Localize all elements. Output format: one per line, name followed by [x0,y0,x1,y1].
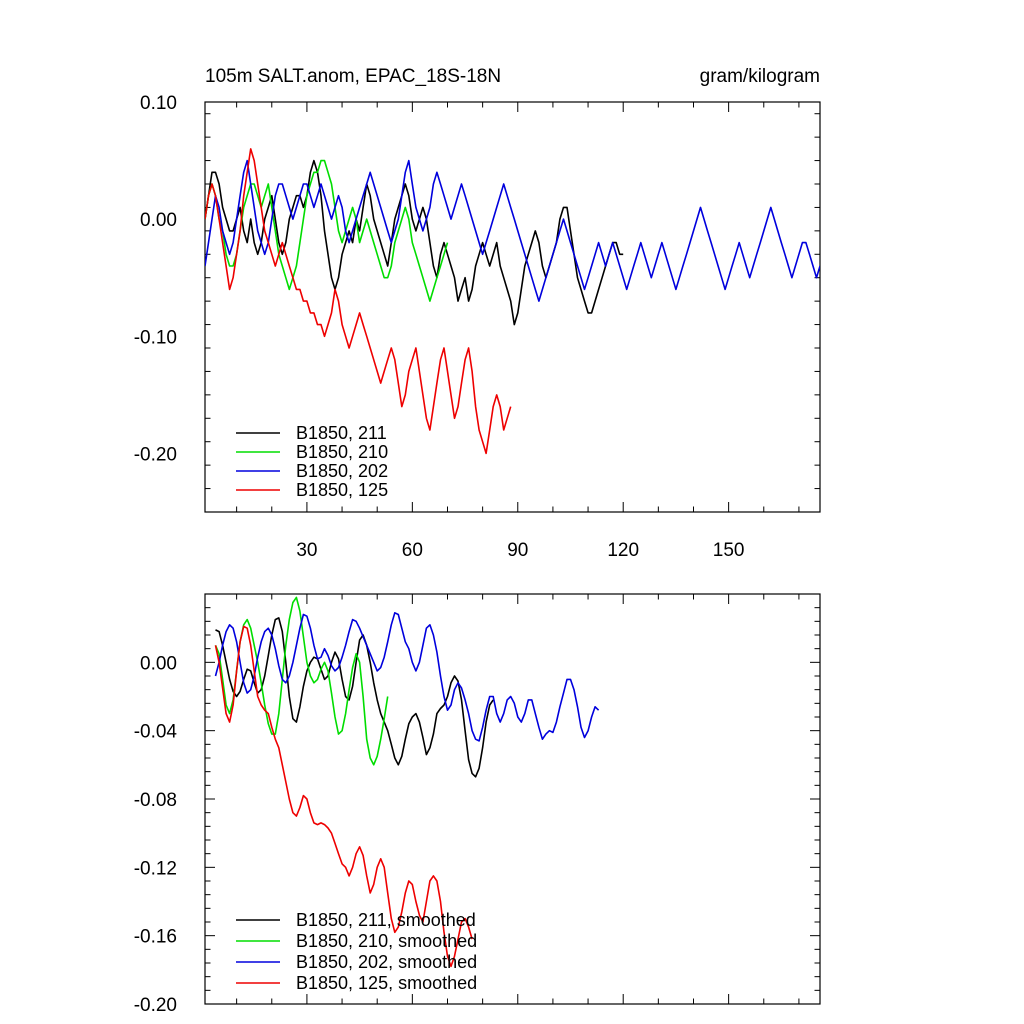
y-tick-label: -0.04 [134,722,178,743]
legend-label: B1850, 211 [296,423,387,443]
x-tick-label: 60 [402,540,423,561]
series-line-2 [205,159,449,302]
series-line-4 [205,148,512,455]
legend-label: B1850, 202, smoothed [296,952,477,972]
series-line-3 [205,159,820,302]
legend-label: B1850, 125 [296,480,388,500]
y-tick-label: -0.10 [134,327,177,348]
x-tick-label: 90 [507,540,528,561]
legend-label: B1850, 210 [296,442,388,462]
y-tick-label: 0.10 [140,93,177,114]
legend-label: B1850, 211, smoothed [296,910,476,930]
plot-frame [204,101,821,513]
legend-label: B1850, 210, smoothed [296,931,477,951]
y-tick-label: -0.20 [134,995,177,1016]
y-tick-label: -0.08 [134,790,177,811]
legend-label: B1850, 202 [296,461,388,481]
series-group [205,148,820,455]
chart-panel-1: 30 60 90 120 150 0.10 0.00 -0.10 -0.20 105m SALT.… [134,66,821,561]
legend-label: B1850, 125, smoothed [296,973,477,993]
y-tick-label: -0.12 [134,858,177,879]
series-group [214,596,600,968]
x-tick-label: 30 [296,540,317,561]
chart-title: 105m SALT.anom, EPAC_18S-18N [205,66,501,87]
series-line-4 [214,625,473,968]
y-tick-label: 0.00 [140,210,177,231]
chart-panel-2: 0.00 -0.04 -0.08 -0.12 -0.16 -0.20 B1850, 211,… [134,593,821,1016]
series-line-1 [215,617,494,778]
x-tick-label: 120 [607,540,639,561]
series-line-3 [214,611,600,742]
y-tick-label: -0.20 [134,444,177,465]
chart-units: gram/kilogram [700,66,820,87]
y-tick-label: -0.16 [134,927,177,948]
y-tick-label: 0.00 [140,653,177,674]
x-tick-label: 150 [713,540,745,561]
